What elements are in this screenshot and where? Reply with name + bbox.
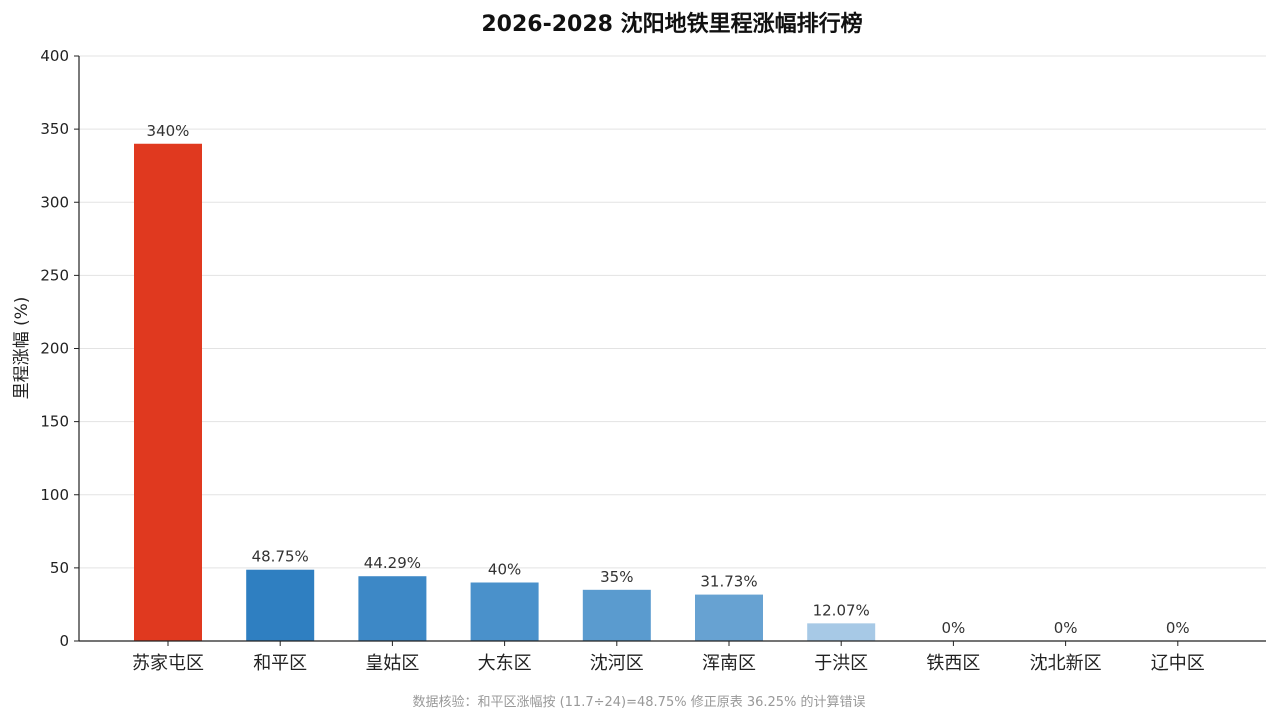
data-label: 40%	[488, 561, 521, 579]
footnote: 数据核验：和平区涨幅按 (11.7÷24)=48.75% 修正原表 36.25%…	[412, 694, 865, 710]
x-tick-label: 和平区	[253, 653, 307, 674]
x-ticks: 苏家屯区 和平区 皇姑区 大东区 沈河区 浑南区 于洪区 铁西区 沈北新区 辽中区	[132, 641, 1205, 674]
data-label: 31.73%	[700, 573, 757, 591]
y-tick-label: 150	[40, 413, 69, 431]
bars	[134, 143, 876, 641]
y-tick-label: 300	[40, 193, 69, 211]
bar	[807, 623, 876, 641]
y-tick-label: 200	[40, 340, 69, 358]
data-label: 44.29%	[364, 554, 421, 572]
y-tick-label: 400	[40, 47, 69, 65]
x-tick-label: 于洪区	[814, 653, 868, 674]
bar	[358, 576, 427, 641]
x-tick-label: 皇姑区	[365, 653, 419, 674]
x-tick-label: 沈北新区	[1030, 653, 1102, 674]
y-tick-label: 250	[40, 266, 69, 284]
x-tick-label: 沈河区	[590, 653, 644, 674]
y-axis-label: 里程涨幅 (%)	[12, 297, 32, 400]
data-labels: 340% 48.75% 44.29% 40% 35% 31.73% 12.07% 0% 0% 0%	[147, 122, 1190, 637]
data-label: 48.75%	[252, 548, 309, 566]
bar	[246, 569, 315, 641]
y-tick-label: 100	[40, 486, 69, 504]
bar	[582, 589, 651, 641]
data-label: 340%	[147, 122, 190, 140]
bar	[470, 582, 539, 641]
x-tick-label: 铁西区	[926, 653, 980, 674]
y-ticks: 0 50 100 150 200 250 300 350 400	[40, 47, 79, 650]
y-tick-label: 50	[50, 559, 69, 577]
x-tick-label: 辽中区	[1151, 653, 1205, 674]
x-tick-label: 苏家屯区	[132, 653, 204, 674]
bar	[695, 594, 763, 641]
data-label: 0%	[1166, 619, 1190, 637]
y-tick-label: 0	[59, 632, 69, 650]
data-label: 0%	[942, 619, 966, 637]
y-tick-label: 350	[40, 120, 69, 138]
bar	[134, 143, 202, 641]
chart-title: 2026-2028 沈阳地铁里程涨幅排行榜	[481, 11, 862, 37]
data-label: 12.07%	[813, 601, 870, 619]
data-label: 0%	[1054, 619, 1078, 637]
x-tick-label: 大东区	[478, 653, 532, 674]
x-tick-label: 浑南区	[702, 653, 756, 674]
gridlines	[79, 55, 1266, 569]
data-label: 35%	[600, 568, 633, 586]
